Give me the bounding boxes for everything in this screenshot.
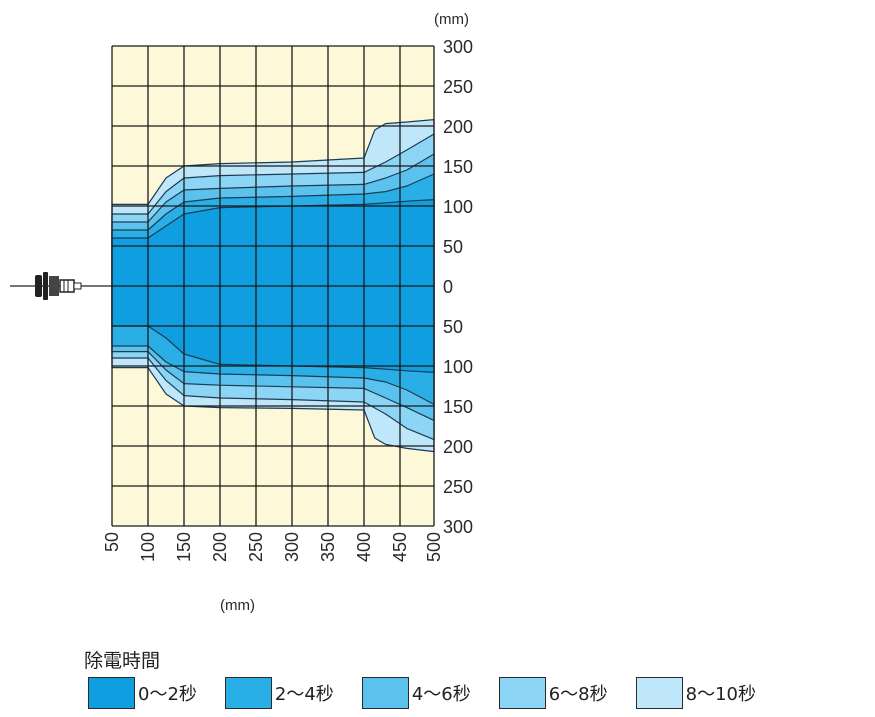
x-tick-label: 50 — [102, 532, 122, 552]
y-tick-label: 150 — [443, 397, 473, 417]
x-axis-ticks: 50 100 150 200 250 300 350 400 450 500 — [102, 532, 444, 562]
grid-lines — [111, 45, 435, 527]
legend-swatch — [361, 677, 409, 709]
y-axis-ticks: 300 250 200 150 100 50 0 50 100 150 200 250 300 — [443, 37, 473, 537]
x-tick-label: 100 — [138, 532, 158, 562]
legend-title: 除電時間 — [84, 650, 161, 672]
y-tick-label: 50 — [443, 237, 463, 257]
ionizer-nozzle-icon — [10, 272, 112, 300]
x-tick-label: 400 — [354, 532, 374, 562]
x-tick-label: 500 — [424, 532, 444, 562]
y-tick-label: 200 — [443, 437, 473, 457]
legend-item: 2〜4秒 — [224, 677, 334, 709]
legend-label: 4〜6秒 — [411, 684, 471, 705]
x-tick-label: 250 — [246, 532, 266, 562]
legend-label: 8〜10秒 — [685, 684, 756, 705]
x-tick-label: 300 — [282, 532, 302, 562]
y-tick-label: 0 — [443, 277, 453, 297]
y-tick-label: 300 — [443, 517, 473, 537]
y-tick-label: 200 — [443, 117, 473, 137]
legend-label: 6〜8秒 — [548, 684, 608, 705]
legend-swatch — [498, 677, 546, 709]
x-tick-label: 350 — [318, 532, 338, 562]
legend-item: 6〜8秒 — [498, 677, 608, 709]
x-tick-label: 450 — [390, 532, 410, 562]
legend-item: 4〜6秒 — [361, 677, 471, 709]
y-tick-label: 250 — [443, 77, 473, 97]
y-tick-label: 100 — [443, 357, 473, 377]
legend-label: 2〜4秒 — [274, 684, 334, 705]
y-tick-label: 50 — [443, 317, 463, 337]
legend-swatch — [224, 677, 272, 709]
legend-swatch — [88, 677, 135, 709]
y-tick-label: 250 — [443, 477, 473, 497]
legend-swatch — [635, 677, 683, 709]
x-tick-label: 200 — [210, 532, 230, 562]
legend: 0〜2秒 2〜4秒 4〜6秒 6〜8秒 8〜10秒 — [88, 677, 784, 709]
y-tick-label: 300 — [443, 37, 473, 57]
y-tick-label: 100 — [443, 197, 473, 217]
y-axis-unit: (mm) — [434, 11, 469, 28]
y-tick-label: 150 — [443, 157, 473, 177]
legend-item: 8〜10秒 — [635, 677, 756, 709]
legend-item: 0〜2秒 — [88, 677, 197, 709]
legend-label: 0〜2秒 — [138, 684, 197, 705]
x-axis-unit: (mm) — [220, 597, 255, 614]
x-tick-label: 150 — [174, 532, 194, 562]
